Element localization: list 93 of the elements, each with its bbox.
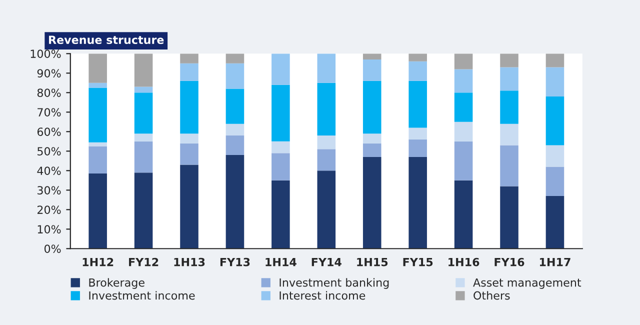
y-tick-label: 30% [38,186,61,195]
bar [226,124,244,136]
y-tick-label: 10% [38,225,61,234]
bar [134,54,153,87]
y-tick-label: 20% [37,206,61,214]
bar [500,124,518,146]
bar [362,156,382,249]
bar [546,196,564,249]
x-tick-label: 1H14 [266,258,296,266]
bar [317,149,336,171]
bar [88,54,107,83]
bar [408,61,427,81]
y-tick-label: 40% [37,166,61,176]
bar [454,69,473,93]
bar [362,143,382,157]
x-tick-label: FY13 [220,258,250,266]
bar [408,128,427,140]
bar [180,80,198,134]
bar [546,54,564,68]
bar [272,180,290,249]
bar [272,141,290,154]
bar [180,134,198,144]
bar [180,63,198,81]
x-tick-label: FY12 [129,258,158,266]
bar [134,86,153,93]
x-tick-label: FY14 [312,258,342,266]
legend-label: Investment banking [280,278,389,289]
bar [88,82,107,88]
bar [88,88,107,142]
x-tick-label: FY16 [494,258,524,266]
x-tick-label: 1H13 [174,258,205,266]
bar [180,164,198,249]
bar [180,54,198,64]
bar [180,143,198,165]
bar [317,82,336,136]
bar [546,67,564,97]
legend-label: Interest income [280,291,366,300]
legend-label: Investment income [89,291,195,300]
bar [362,134,382,144]
y-tick-label: 50% [38,147,61,156]
y-tick-label: 70% [38,108,61,117]
bar [88,146,107,174]
x-tick-label: 1H17 [540,258,570,266]
bar [317,54,336,83]
bar [226,155,244,249]
bar [317,136,336,150]
bar [88,174,107,249]
bar [272,153,290,180]
bar [500,186,518,249]
bar [454,180,473,249]
bar [134,141,153,173]
bar [408,156,427,249]
y-tick-label: 90% [37,69,61,78]
bar [408,139,427,157]
bar [454,92,473,122]
bar [408,54,427,62]
bar [362,54,382,60]
y-tick-label: 80% [37,88,61,98]
bar [500,54,518,68]
bar [226,63,244,89]
y-tick-label: 0% [44,244,61,254]
bar [546,166,564,196]
bar [272,84,290,142]
bar [546,96,564,146]
bar [500,145,518,186]
bar [226,136,244,156]
bar [454,122,473,142]
bar [88,142,107,146]
bar [362,59,382,81]
x-tick-label: 1H12 [82,258,114,266]
bar [226,88,244,124]
bar [272,54,290,85]
x-tick-label: 1H16 [448,258,480,266]
bar [546,145,564,167]
bar [500,90,518,124]
bar [454,141,473,180]
y-tick-label: 60% [37,128,61,136]
bar [134,172,153,249]
legend-label: Brokerage [89,278,144,289]
y-tick-label: 100% [30,50,61,58]
x-tick-label: 1H15 [357,258,388,266]
bar [408,80,427,128]
bar [134,92,153,134]
x-tick-label: FY15 [403,258,433,266]
chart-title: Revenue structure [49,36,164,44]
bar [500,67,518,91]
bar [362,80,382,134]
legend-label: Others [474,291,510,300]
bar [317,170,336,249]
bar [226,54,244,64]
legend-label: Asset management [473,278,582,289]
bar [134,134,153,142]
bar [454,54,473,70]
